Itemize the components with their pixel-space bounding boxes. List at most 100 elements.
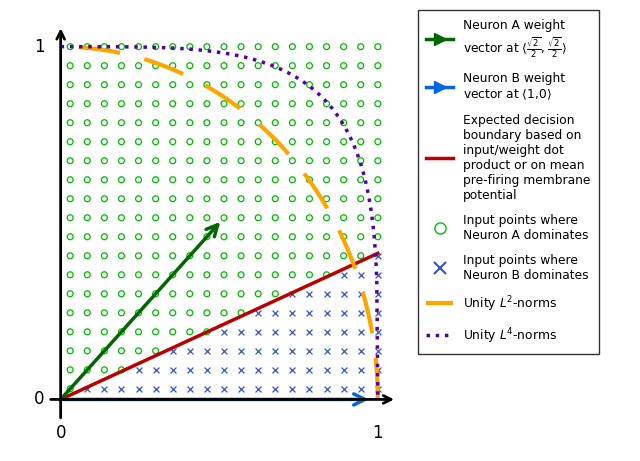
Point (372, 309, 383, 317)
Point (372, 157, 383, 165)
Point (356, 385, 366, 392)
Point (305, 138, 315, 145)
Point (133, 100, 143, 107)
Point (65, 81, 76, 89)
Point (287, 43, 298, 50)
Point (372, 119, 383, 126)
Point (321, 252, 332, 260)
Point (219, 157, 229, 165)
Point (219, 138, 229, 145)
Point (236, 176, 246, 183)
Point (270, 366, 280, 373)
Point (372, 271, 383, 278)
Text: 1: 1 (372, 424, 383, 442)
Point (116, 233, 127, 241)
Point (253, 271, 263, 278)
Point (321, 271, 332, 278)
Point (150, 43, 161, 50)
Point (99, 214, 109, 221)
Point (116, 385, 127, 392)
Point (253, 119, 263, 126)
Point (270, 347, 280, 355)
Point (65, 347, 76, 355)
Point (287, 157, 298, 165)
Point (270, 81, 280, 89)
Point (372, 252, 383, 260)
Point (99, 328, 109, 336)
Text: 1: 1 (34, 38, 45, 56)
Point (133, 214, 143, 221)
Point (82, 290, 92, 297)
Point (219, 81, 229, 89)
Point (253, 290, 263, 297)
Point (339, 195, 349, 202)
Point (372, 347, 383, 355)
Point (185, 138, 195, 145)
Point (339, 100, 349, 107)
Point (356, 290, 366, 297)
Point (99, 43, 109, 50)
Point (82, 119, 92, 126)
Point (65, 157, 76, 165)
Point (356, 347, 366, 355)
Point (202, 252, 212, 260)
Point (150, 347, 161, 355)
Point (150, 195, 161, 202)
Point (321, 81, 332, 89)
Point (356, 43, 366, 50)
Point (82, 100, 92, 107)
Point (202, 290, 212, 297)
Point (236, 328, 246, 336)
Point (202, 366, 212, 373)
Point (133, 176, 143, 183)
Point (270, 309, 280, 317)
Point (133, 347, 143, 355)
Point (185, 100, 195, 107)
Point (305, 309, 315, 317)
Point (65, 138, 76, 145)
Point (305, 214, 315, 221)
Point (372, 290, 383, 297)
Point (168, 290, 178, 297)
Point (270, 195, 280, 202)
Point (116, 100, 127, 107)
Point (287, 119, 298, 126)
Point (287, 138, 298, 145)
Point (253, 252, 263, 260)
Point (168, 119, 178, 126)
Point (287, 214, 298, 221)
Point (339, 138, 349, 145)
Point (133, 290, 143, 297)
Point (305, 271, 315, 278)
Point (168, 271, 178, 278)
Point (150, 138, 161, 145)
Point (150, 328, 161, 336)
Point (253, 195, 263, 202)
Point (116, 347, 127, 355)
Point (321, 195, 332, 202)
Point (185, 119, 195, 126)
Point (253, 385, 263, 392)
Point (339, 290, 349, 297)
Point (116, 62, 127, 69)
Point (356, 309, 366, 317)
Point (133, 309, 143, 317)
Point (253, 138, 263, 145)
Point (168, 157, 178, 165)
Point (305, 100, 315, 107)
Point (270, 328, 280, 336)
Point (356, 100, 366, 107)
Point (116, 252, 127, 260)
Point (99, 81, 109, 89)
Point (133, 119, 143, 126)
Point (99, 290, 109, 297)
Point (185, 366, 195, 373)
Point (287, 385, 298, 392)
Point (185, 233, 195, 241)
Point (236, 290, 246, 297)
Point (202, 214, 212, 221)
Point (202, 138, 212, 145)
Point (270, 119, 280, 126)
Point (185, 290, 195, 297)
Point (99, 347, 109, 355)
